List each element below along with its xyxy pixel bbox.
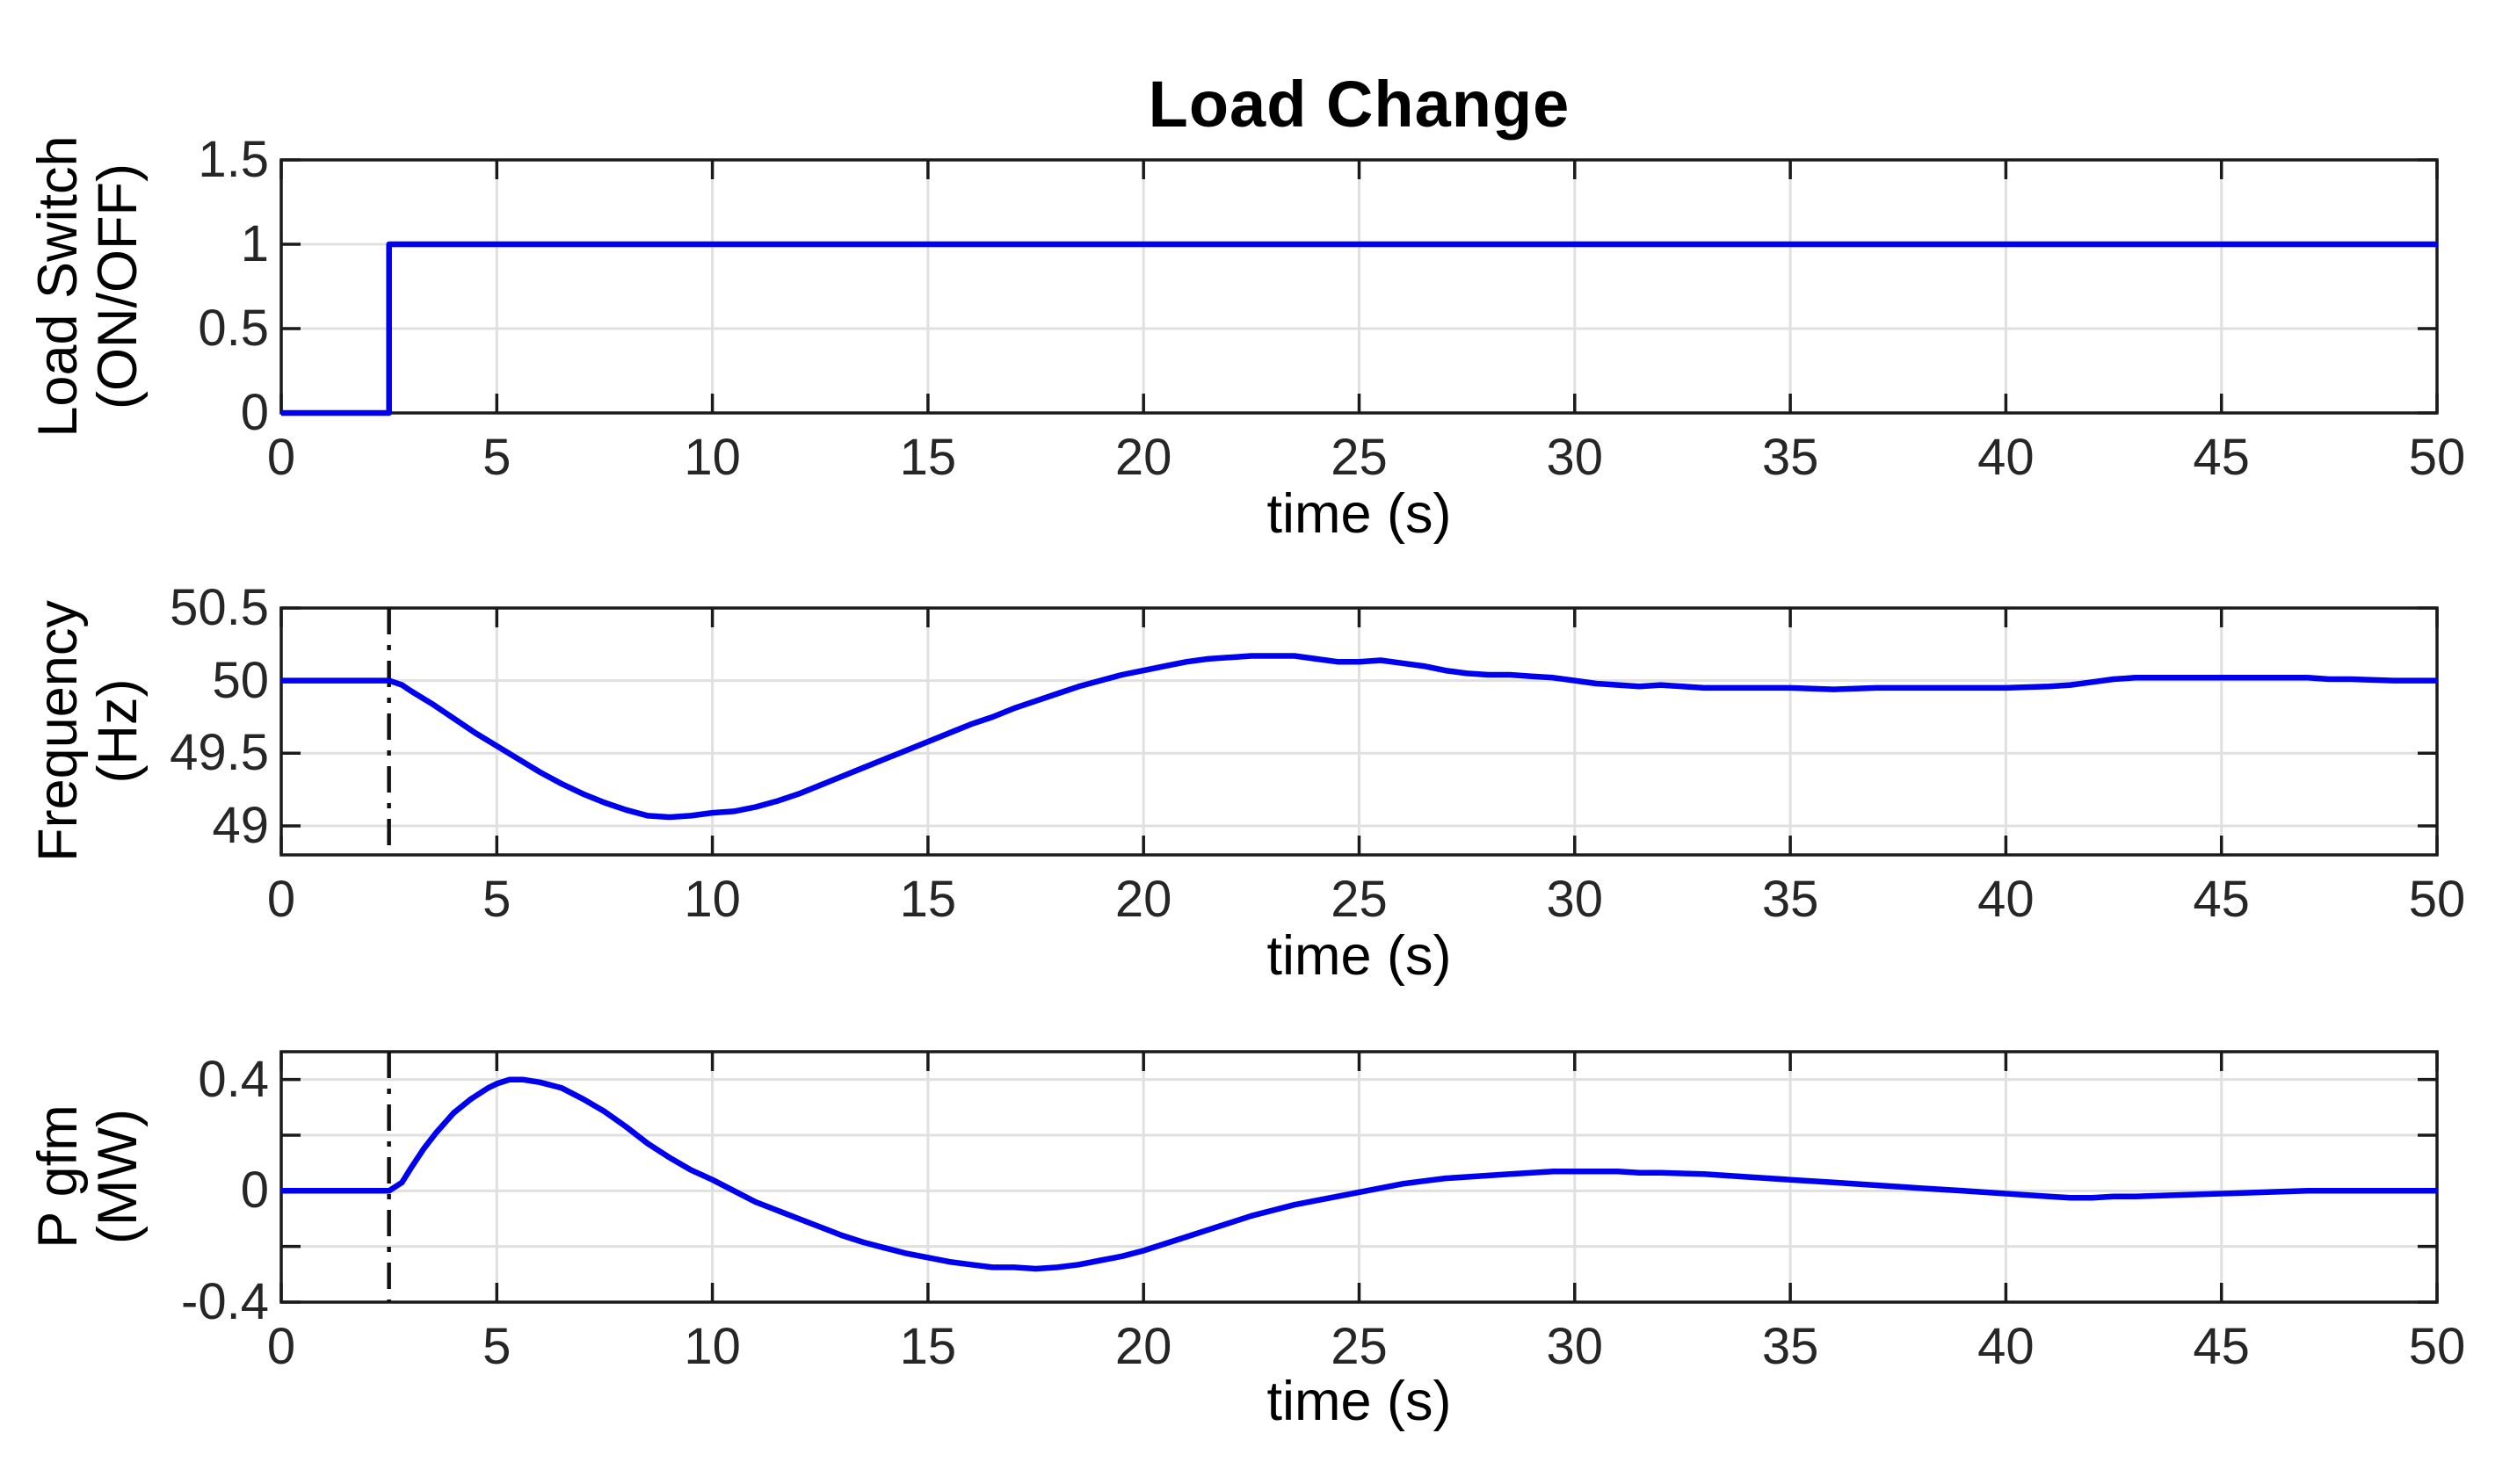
x-tick-label: 30 bbox=[1546, 871, 1604, 928]
series-load-switch-state bbox=[281, 241, 2437, 416]
y-tick-label: 0.5 bbox=[198, 300, 269, 357]
y-tick-label: 0 bbox=[240, 1162, 269, 1220]
x-axis-label-load-switch: time (s) bbox=[1266, 483, 1452, 545]
x-tick-label: 45 bbox=[2193, 429, 2250, 486]
x-tick-label: 30 bbox=[1546, 1318, 1604, 1375]
x-tick-label: 35 bbox=[1761, 429, 1819, 486]
x-tick-label: 40 bbox=[1977, 871, 2035, 928]
x-tick-label: 25 bbox=[1331, 871, 1388, 928]
x-tick-label: 45 bbox=[2193, 871, 2250, 928]
x-tick-label: 15 bbox=[899, 1318, 957, 1375]
x-tick-label: 35 bbox=[1761, 871, 1819, 928]
x-tick-label: 5 bbox=[482, 871, 511, 928]
series-grid-frequency bbox=[281, 653, 2437, 821]
y-tick-label: 49.5 bbox=[170, 724, 269, 782]
x-tick-label: 0 bbox=[266, 429, 296, 486]
x-tick-label: 50 bbox=[2408, 871, 2466, 928]
x-tick-label: 5 bbox=[482, 429, 511, 486]
x-tick-label: 10 bbox=[684, 871, 741, 928]
x-tick-label: 10 bbox=[684, 429, 741, 486]
x-tick-label: 5 bbox=[482, 1318, 511, 1375]
x-tick-label: 25 bbox=[1331, 429, 1388, 486]
x-tick-label: 0 bbox=[266, 871, 296, 928]
y-tick-label: 1.5 bbox=[198, 131, 269, 188]
x-tick-label: 40 bbox=[1977, 429, 2035, 486]
x-axis-label-p-gfm: time (s) bbox=[1266, 1371, 1452, 1432]
x-tick-label: 35 bbox=[1761, 1318, 1819, 1375]
y-tick-label: 50.5 bbox=[170, 579, 269, 636]
x-tick-label: 40 bbox=[1977, 1318, 2035, 1375]
x-tick-label: 15 bbox=[899, 429, 957, 486]
y-tick-label: 0.4 bbox=[198, 1050, 269, 1108]
y-tick-label: 0 bbox=[240, 384, 269, 441]
y-tick-label: 50 bbox=[212, 651, 269, 709]
x-axis-label-frequency: time (s) bbox=[1266, 925, 1452, 987]
series-gfm-active-power bbox=[281, 1076, 2437, 1272]
x-tick-label: 10 bbox=[684, 1318, 741, 1375]
x-tick-label: 15 bbox=[899, 871, 957, 928]
x-tick-label: 0 bbox=[266, 1318, 296, 1375]
subplot-p-gfm bbox=[279, 1050, 2439, 1304]
y-tick-label: 1 bbox=[240, 215, 269, 272]
x-tick-label: 20 bbox=[1114, 429, 1172, 486]
x-tick-label: 50 bbox=[2408, 429, 2466, 486]
x-tick-label: 45 bbox=[2193, 1318, 2250, 1375]
x-tick-label: 50 bbox=[2408, 1318, 2466, 1375]
figure-title: Load Change bbox=[1148, 68, 1570, 141]
subplot-frequency bbox=[279, 606, 2439, 857]
x-tick-label: 30 bbox=[1546, 429, 1604, 486]
x-tick-label: 20 bbox=[1114, 871, 1172, 928]
y-tick-label: -0.4 bbox=[181, 1273, 269, 1330]
y-tick-label: 49 bbox=[212, 796, 269, 854]
x-tick-label: 20 bbox=[1114, 1318, 1172, 1375]
subplot-load-switch bbox=[279, 158, 2439, 416]
x-tick-label: 25 bbox=[1331, 1318, 1388, 1375]
